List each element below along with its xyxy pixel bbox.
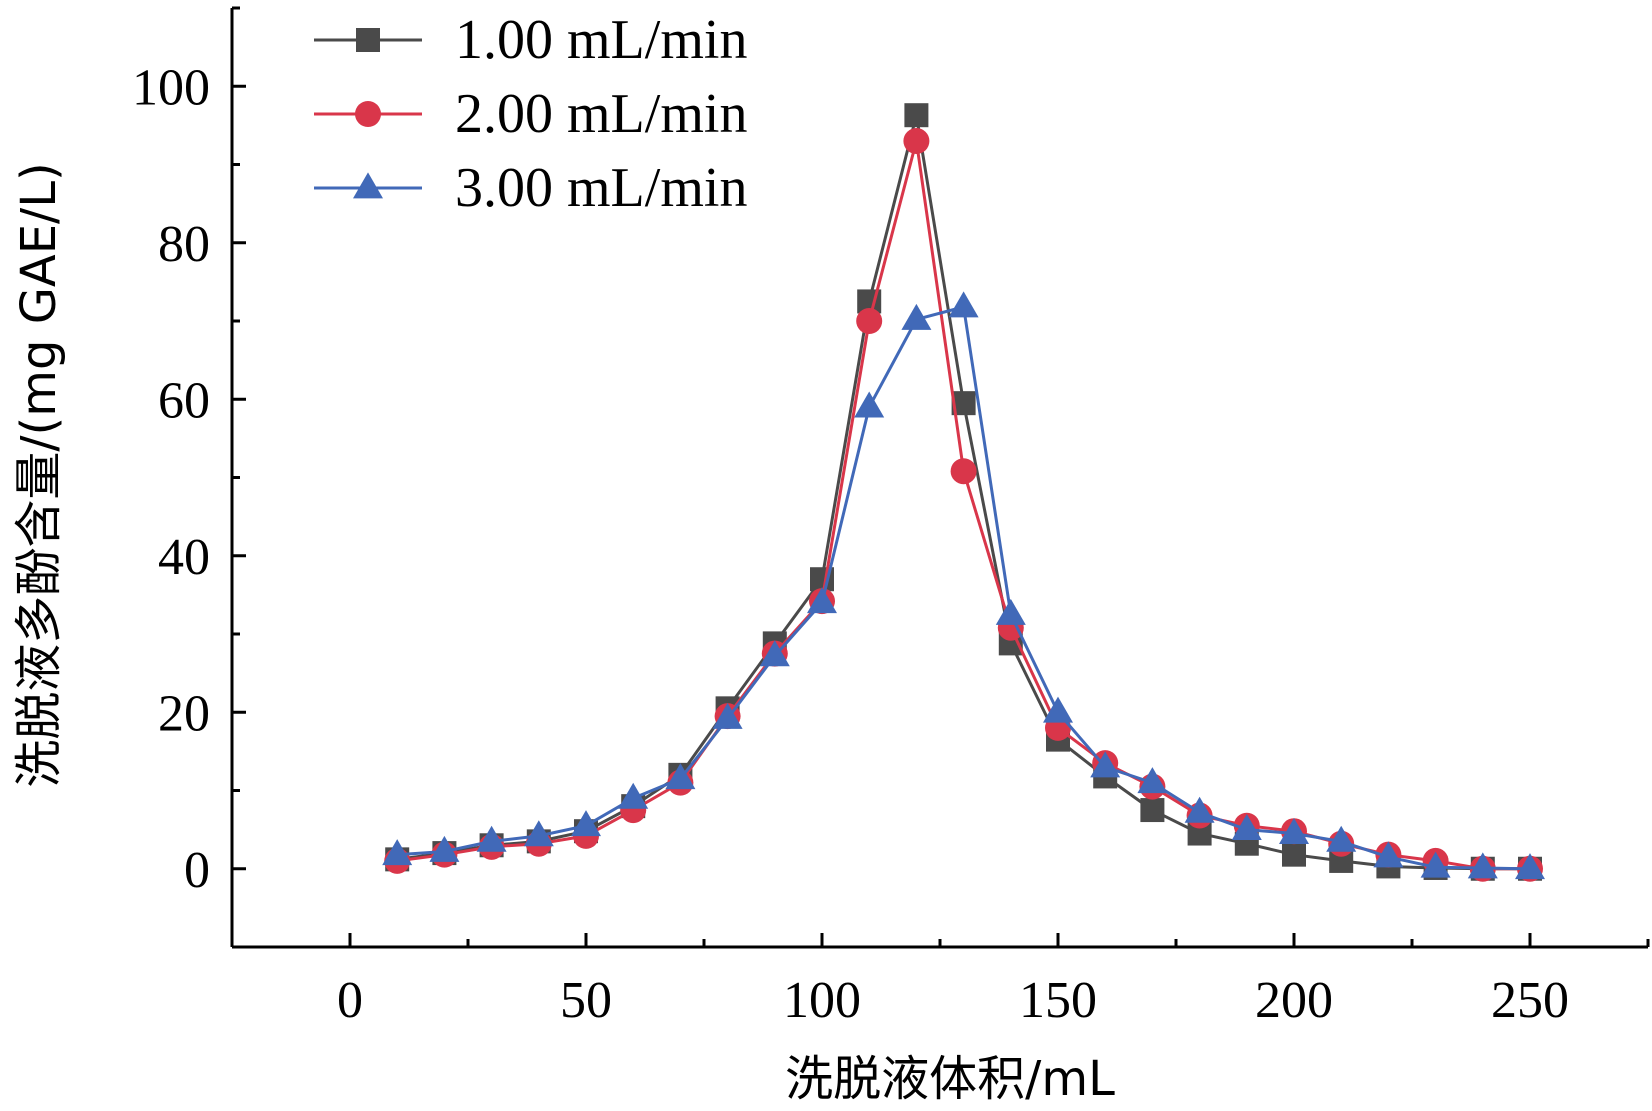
data-point (1515, 853, 1545, 880)
series-line (397, 114, 1530, 871)
data-point (665, 763, 696, 790)
legend-marker (355, 101, 381, 127)
data-point (1326, 825, 1357, 852)
data-point (1137, 767, 1168, 794)
y-tick-label: 80 (158, 216, 210, 273)
data-point (1140, 798, 1165, 823)
x-tick-label: 250 (1491, 972, 1569, 1029)
data-point (1279, 817, 1309, 844)
data-point (759, 640, 790, 667)
data-point (1373, 841, 1404, 868)
y-tick-label: 20 (158, 685, 210, 742)
y-axis-title: 洗脱液多酚含量/(mg GAE/L) (11, 162, 67, 787)
y-tick-label: 0 (184, 842, 210, 899)
y-tick-label: 40 (158, 529, 210, 586)
data-point (429, 835, 460, 862)
data-point (476, 825, 507, 852)
data-point (948, 291, 979, 318)
x-tick-label: 0 (337, 972, 363, 1029)
series-line (397, 140, 1530, 871)
data-point (1282, 842, 1306, 867)
x-tick-label: 50 (560, 972, 612, 1029)
data-point (1090, 751, 1121, 778)
data-point (903, 128, 930, 155)
data-point (950, 458, 977, 485)
data-point (854, 391, 885, 418)
data-point (901, 303, 932, 330)
data-point (1043, 696, 1073, 723)
plot-area: 0 50 100 150 200 250 0 20 40 60 80 100 (132, 6, 1650, 1029)
legend: 1.00 mL/min 2.00 mL/min 3.00 mL/min (314, 9, 747, 219)
legend-item: 1.00 mL/min (314, 9, 747, 71)
legend-item: 2.00 mL/min (314, 83, 747, 145)
legend-label: 2.00 mL/min (455, 83, 747, 145)
data-point (1231, 814, 1262, 841)
data-point (807, 587, 837, 614)
data-point (618, 782, 649, 809)
y-tick-label: 60 (158, 372, 210, 429)
legend-marker (356, 28, 380, 52)
legend-label: 3.00 mL/min (455, 157, 747, 219)
legend-marker (353, 172, 383, 199)
data-point (856, 308, 883, 334)
series-3 (382, 291, 1545, 880)
legend-label: 1.00 mL/min (455, 9, 747, 71)
x-axis-title: 洗脱液体积/mL (785, 1051, 1115, 1107)
data-point (382, 839, 413, 866)
data-point (904, 103, 929, 128)
series-2 (384, 128, 1543, 882)
data-point (571, 810, 601, 837)
data-point (712, 702, 743, 729)
series-1 (385, 103, 1542, 881)
data-point (1184, 796, 1215, 823)
legend-item: 3.00 mL/min (314, 157, 747, 219)
data-point (523, 820, 554, 847)
data-point (1420, 851, 1451, 878)
y-tick-label: 100 (132, 59, 210, 116)
x-tick-label: 200 (1255, 972, 1333, 1029)
data-point (1467, 852, 1498, 879)
data-point (995, 598, 1026, 625)
x-tick-label: 150 (1019, 972, 1097, 1029)
x-tick-label: 100 (783, 972, 861, 1029)
